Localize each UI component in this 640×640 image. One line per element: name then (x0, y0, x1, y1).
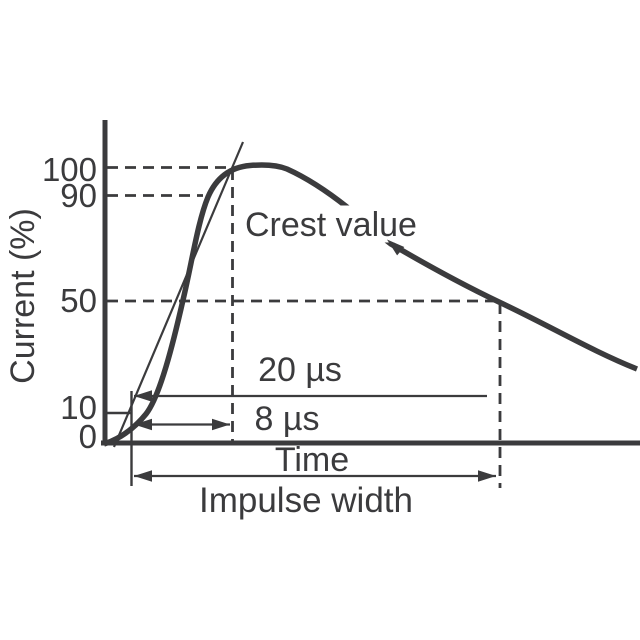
y-tick-50: 50 (60, 282, 97, 319)
rise-tangent-line (112, 141, 245, 448)
y-tick-90: 90 (60, 177, 97, 214)
x-axis-label: Time (275, 441, 349, 479)
label-8us: 8 µs (255, 400, 320, 438)
impulse-width-label: Impulse width (199, 481, 413, 520)
label-20us: 20 µs (258, 351, 342, 389)
crest-curve-arrowhead-icon (387, 239, 405, 256)
y-tick-10: 10 (60, 389, 97, 426)
impulse-current-curve (103, 162, 639, 447)
y-tick-100: 100 (42, 151, 97, 188)
crest-value-label: Crest value (245, 206, 417, 244)
y-axis-label: Current (%) (4, 208, 42, 384)
crest-label-gap-mask (244, 205, 427, 243)
y-tick-0: 0 (79, 418, 97, 455)
